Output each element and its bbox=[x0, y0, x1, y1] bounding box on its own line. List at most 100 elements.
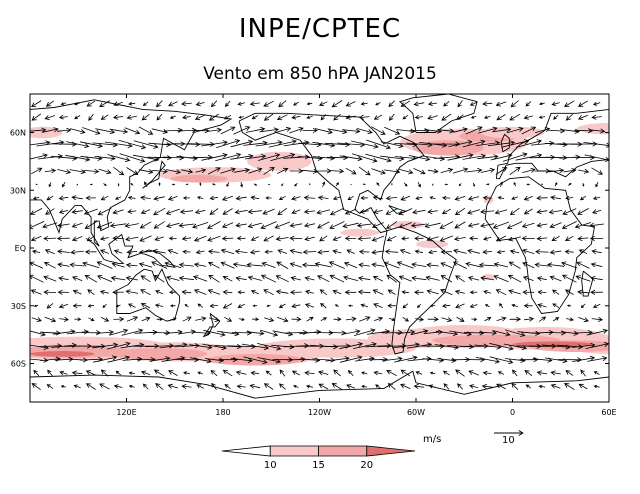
coastline-indonesia bbox=[86, 233, 176, 268]
wind-vector bbox=[386, 235, 397, 242]
wind-vector bbox=[508, 236, 522, 242]
wind-vector bbox=[576, 261, 590, 269]
wind-vector bbox=[316, 209, 331, 215]
wind-vector bbox=[467, 222, 480, 228]
wind-vector bbox=[577, 208, 589, 215]
wind-vector bbox=[523, 316, 535, 322]
wind-vector bbox=[511, 196, 518, 200]
wind-vector bbox=[578, 317, 589, 323]
wind-vector bbox=[147, 155, 173, 161]
wind-vector bbox=[168, 290, 177, 295]
wind-vector bbox=[440, 275, 453, 283]
wind-vector bbox=[475, 357, 501, 364]
wind-vector bbox=[222, 369, 233, 377]
wind-vector bbox=[139, 235, 152, 242]
wind-vector bbox=[106, 341, 131, 350]
wind-vector bbox=[356, 128, 373, 135]
wind-vector bbox=[302, 127, 318, 134]
wind-vector bbox=[525, 384, 532, 389]
wind-vector bbox=[504, 329, 526, 337]
wind-vector bbox=[93, 355, 118, 363]
wind-vector bbox=[249, 383, 261, 389]
wind-vector bbox=[399, 248, 411, 255]
wind-vector bbox=[551, 235, 560, 242]
wind-vector bbox=[249, 249, 260, 255]
wind-vector bbox=[128, 371, 135, 375]
wind-vector bbox=[360, 195, 368, 200]
wind-vector bbox=[250, 370, 260, 376]
wind-vector bbox=[319, 289, 328, 296]
wind-speed-shading bbox=[480, 126, 545, 139]
wind-vector bbox=[344, 289, 357, 295]
wind-vector bbox=[234, 209, 248, 215]
wind-vector bbox=[181, 383, 192, 390]
wind-vector bbox=[192, 222, 209, 229]
wind-vector bbox=[373, 114, 383, 120]
wind-vector bbox=[469, 290, 478, 295]
wind-vector bbox=[184, 304, 189, 308]
wind-vector bbox=[235, 370, 247, 376]
wind-vector bbox=[126, 316, 139, 322]
wind-vector bbox=[275, 289, 289, 295]
wind-vector bbox=[544, 141, 568, 148]
wind-vector bbox=[167, 383, 179, 389]
wind-vector bbox=[30, 153, 48, 160]
wind-vector bbox=[220, 248, 235, 255]
colorbar-segment bbox=[221, 445, 271, 457]
wind-vector bbox=[454, 289, 465, 295]
wind-vector bbox=[536, 276, 547, 282]
wind-vector bbox=[168, 101, 178, 107]
wind-vector bbox=[238, 115, 244, 119]
wind-vector bbox=[275, 275, 289, 283]
wind-vector bbox=[44, 115, 56, 120]
wind-vector bbox=[112, 235, 124, 241]
wind-vector bbox=[260, 274, 277, 283]
wind-vector bbox=[565, 113, 574, 121]
wind-vector bbox=[31, 249, 41, 254]
wind-vector bbox=[113, 384, 123, 389]
wind-vector bbox=[156, 100, 163, 108]
wind-vector bbox=[247, 275, 262, 281]
wind-vector bbox=[58, 276, 69, 282]
wind-vector bbox=[46, 195, 54, 201]
wind-vector bbox=[453, 127, 468, 133]
wind-vector bbox=[536, 195, 548, 201]
wind-vector bbox=[215, 152, 242, 162]
wind-vector bbox=[341, 329, 361, 335]
wind-vector bbox=[113, 316, 125, 322]
wind-vector bbox=[386, 274, 397, 283]
wind-vector bbox=[58, 114, 68, 120]
wind-vector bbox=[384, 249, 399, 255]
wind-vector bbox=[221, 222, 234, 228]
wind-vector bbox=[306, 316, 314, 322]
wind-vector bbox=[234, 249, 248, 255]
wind-vector bbox=[396, 128, 416, 134]
wind-vector bbox=[562, 208, 577, 216]
wind-vector bbox=[176, 155, 198, 161]
wind-vector bbox=[427, 115, 438, 120]
wind-vector bbox=[344, 208, 357, 215]
wind-vector bbox=[585, 342, 609, 349]
wind-vector bbox=[252, 304, 258, 308]
wind-vector bbox=[557, 357, 583, 363]
wind-vector bbox=[488, 140, 516, 147]
wind-vector bbox=[564, 289, 574, 295]
wind-vector bbox=[358, 262, 370, 268]
wind-vector bbox=[584, 154, 609, 162]
wind-speed-shading bbox=[576, 122, 609, 135]
wind-vector bbox=[210, 369, 218, 377]
wind-vector bbox=[168, 236, 177, 241]
wind-vector bbox=[388, 100, 395, 108]
wind-vector bbox=[182, 196, 190, 200]
wind-vector bbox=[165, 208, 180, 215]
wind-vector bbox=[371, 235, 385, 242]
wind-vector bbox=[61, 181, 66, 188]
wind-vector bbox=[99, 236, 109, 241]
wind-vector bbox=[427, 316, 439, 322]
wind-vector bbox=[209, 208, 219, 215]
wind-vector bbox=[589, 235, 604, 241]
wind-vector bbox=[366, 139, 391, 150]
wind-vector bbox=[48, 182, 52, 188]
wind-vector bbox=[365, 343, 392, 349]
wind-vector bbox=[208, 274, 220, 283]
